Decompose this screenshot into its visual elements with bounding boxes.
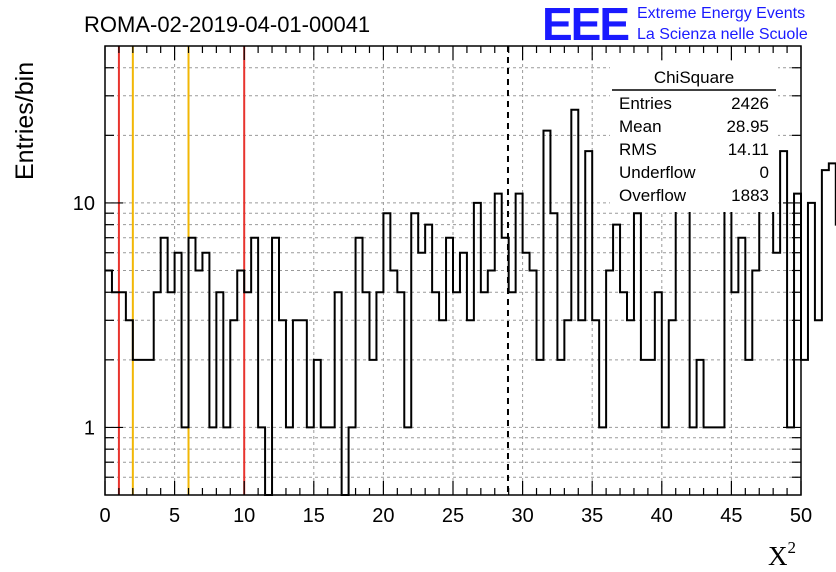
- y-tick-label: 10: [73, 193, 95, 215]
- x-tick-label: 5: [169, 505, 180, 527]
- x-tick-label: 25: [442, 505, 464, 527]
- x-tick-label: 50: [790, 505, 812, 527]
- x-tick-label: 10: [233, 505, 255, 527]
- stats-value-mean: 28.95: [726, 117, 769, 136]
- chart-title: ROMA-02-2019-04-01-00041: [84, 12, 370, 37]
- stats-label-rms: RMS: [619, 140, 657, 159]
- x-tick-label: 40: [651, 505, 673, 527]
- stats-value-rms: 14.11: [728, 140, 769, 159]
- eee-logo-mark: EEE: [542, 0, 628, 50]
- x-axis-label: X2: [768, 538, 796, 571]
- logo-line-1: Extreme Energy Events: [637, 5, 805, 22]
- x-axis-label-superscript: 2: [788, 538, 797, 557]
- x-tick-label: 35: [581, 505, 603, 527]
- y-axis-label: Entries/bin: [11, 62, 39, 180]
- stats-value-overflow: 1883: [731, 186, 769, 205]
- stats-label-mean: Mean: [619, 117, 662, 136]
- stats-label-overflow: Overflow: [619, 186, 687, 205]
- stats-label-entries: Entries: [619, 94, 672, 113]
- x-tick-label: 20: [372, 505, 394, 527]
- x-tick-label: 30: [511, 505, 533, 527]
- axis-ticks: [104, 46, 802, 495]
- stats-value-underflow: 0: [760, 163, 769, 182]
- stats-rows: Entries 2426 Mean 28.95 RMS 14.11 Underflow 0 Ov…: [619, 94, 769, 205]
- stats-box: ChiSquare Entries 2426 Mean 28.95 RMS 14.11 Un…: [610, 64, 778, 212]
- x-tick-label: 45: [720, 505, 742, 527]
- x-tick-label: 15: [303, 505, 325, 527]
- logo-line-2: La Scienza nelle Scuole: [637, 26, 808, 43]
- y-tick-label: 1: [84, 417, 95, 439]
- stats-box-title: ChiSquare: [654, 68, 734, 87]
- axis-tick-labels: 0 5 10 15 20 25 30 35 40 45 50 1 10: [73, 193, 812, 527]
- x-tick-label: 0: [99, 505, 110, 527]
- stats-value-entries: 2426: [731, 94, 769, 113]
- logo: EEE Extreme Energy Events La Scienza nel…: [542, 0, 808, 50]
- histogram-series: [105, 108, 836, 496]
- stats-box-background: [610, 64, 778, 212]
- stats-label-underflow: Underflow: [619, 163, 696, 182]
- x-axis-label-base: X: [768, 541, 788, 571]
